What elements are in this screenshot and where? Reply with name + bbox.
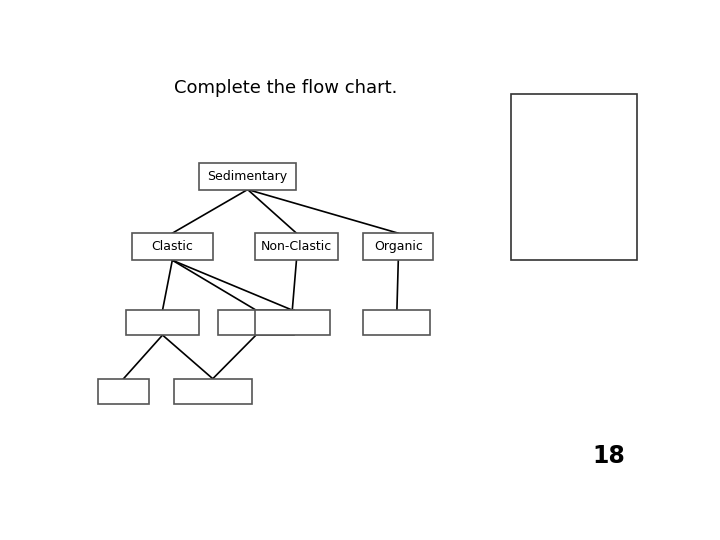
FancyBboxPatch shape xyxy=(126,310,199,335)
Text: Sedimentary: Sedimentary xyxy=(207,170,288,183)
Text: 18: 18 xyxy=(593,444,626,468)
Text: Clastic: Clastic xyxy=(151,240,193,253)
FancyBboxPatch shape xyxy=(255,310,330,335)
FancyBboxPatch shape xyxy=(132,233,213,260)
FancyBboxPatch shape xyxy=(364,310,431,335)
FancyBboxPatch shape xyxy=(364,233,433,260)
Text: Non-Clastic: Non-Clastic xyxy=(261,240,332,253)
Text: Sandstone
Shale
Limestone
Conglomerate
Rock Salt
Breccia: Sandstone Shale Limestone Conglomerate R… xyxy=(520,104,614,215)
Text: Organic: Organic xyxy=(374,240,423,253)
FancyBboxPatch shape xyxy=(199,163,297,190)
Text: Complete the flow chart.: Complete the flow chart. xyxy=(174,79,397,97)
FancyBboxPatch shape xyxy=(99,379,148,404)
FancyBboxPatch shape xyxy=(218,310,294,335)
FancyBboxPatch shape xyxy=(511,94,637,260)
FancyBboxPatch shape xyxy=(174,379,252,404)
FancyBboxPatch shape xyxy=(255,233,338,260)
